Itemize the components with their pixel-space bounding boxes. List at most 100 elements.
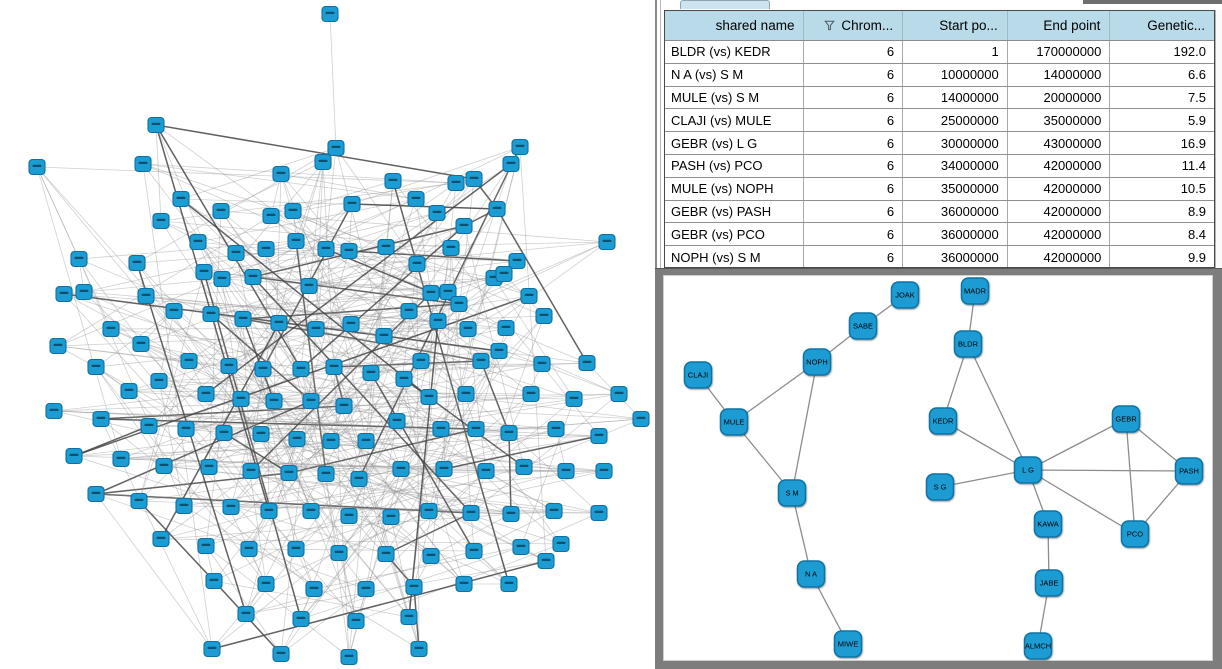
network-node[interactable] bbox=[234, 310, 252, 328]
network-node[interactable] bbox=[435, 460, 453, 478]
node-JOAK[interactable]: JOAK bbox=[890, 281, 920, 309]
node-NOPH[interactable]: NOPH bbox=[802, 348, 832, 376]
network-node[interactable] bbox=[147, 116, 165, 134]
network-node[interactable] bbox=[488, 200, 506, 218]
network-node[interactable] bbox=[215, 424, 233, 442]
network-node[interactable] bbox=[272, 645, 290, 663]
network-node[interactable] bbox=[284, 202, 302, 220]
network-node[interactable] bbox=[432, 420, 450, 438]
network-node[interactable] bbox=[537, 552, 555, 570]
network-node[interactable] bbox=[497, 319, 515, 337]
network-node[interactable] bbox=[65, 447, 83, 465]
network-node[interactable] bbox=[222, 498, 240, 516]
network-node[interactable] bbox=[420, 502, 438, 520]
node-JABE[interactable]: JABE bbox=[1034, 569, 1064, 597]
node-L-G[interactable]: L G bbox=[1013, 456, 1043, 484]
node-KAWA[interactable]: KAWA bbox=[1033, 510, 1063, 538]
network-node[interactable] bbox=[102, 320, 120, 338]
network-node[interactable] bbox=[342, 315, 360, 333]
network-node[interactable] bbox=[134, 155, 152, 173]
table-row[interactable]: BLDR (vs) KEDR 6 1 170000000 192.0 bbox=[665, 41, 1214, 64]
network-node[interactable] bbox=[112, 450, 130, 468]
network-node[interactable] bbox=[565, 390, 583, 408]
network-node[interactable] bbox=[120, 382, 138, 400]
network-node[interactable] bbox=[240, 540, 258, 558]
network-node[interactable] bbox=[578, 354, 596, 372]
network-node[interactable] bbox=[533, 355, 551, 373]
network-node[interactable] bbox=[317, 240, 335, 258]
network-node[interactable] bbox=[132, 335, 150, 353]
network-node[interactable] bbox=[400, 608, 418, 626]
network-node[interactable] bbox=[197, 385, 215, 403]
network-node[interactable] bbox=[325, 358, 343, 376]
network-node[interactable] bbox=[422, 547, 440, 565]
network-node[interactable] bbox=[500, 575, 518, 593]
network-node[interactable] bbox=[203, 640, 221, 658]
network-node[interactable] bbox=[459, 320, 477, 338]
network-node[interactable] bbox=[330, 544, 348, 562]
network-node[interactable] bbox=[388, 412, 406, 430]
network-node[interactable] bbox=[150, 372, 168, 390]
network-node[interactable] bbox=[270, 314, 288, 332]
network-node[interactable] bbox=[455, 575, 473, 593]
column-header-start-point[interactable]: Start po... bbox=[902, 11, 1007, 40]
network-node[interactable] bbox=[252, 425, 270, 443]
table-row[interactable]: MULE (vs) NOPH 6 35000000 42000000 10.5 bbox=[665, 177, 1214, 201]
table-row[interactable]: MULE (vs) S M 6 14000000 20000000 7.5 bbox=[665, 86, 1214, 110]
network-node[interactable] bbox=[292, 610, 310, 628]
network-node[interactable] bbox=[377, 238, 395, 256]
network-node[interactable] bbox=[420, 388, 438, 406]
network-node[interactable] bbox=[392, 460, 410, 478]
network-node[interactable] bbox=[500, 424, 518, 442]
network-node[interactable] bbox=[260, 502, 278, 520]
network-node[interactable] bbox=[244, 268, 262, 286]
network-node[interactable] bbox=[412, 352, 430, 370]
network-node[interactable] bbox=[545, 502, 563, 520]
network-node[interactable] bbox=[347, 612, 365, 630]
network-node[interactable] bbox=[405, 578, 423, 596]
network-node[interactable] bbox=[155, 457, 173, 475]
table-row[interactable]: NOPH (vs) S M 6 36000000 42000000 9.9 bbox=[665, 246, 1214, 267]
network-node[interactable] bbox=[152, 530, 170, 548]
network-node[interactable] bbox=[384, 172, 402, 190]
network-node[interactable] bbox=[395, 370, 413, 388]
network-node[interactable] bbox=[302, 502, 320, 520]
network-node[interactable] bbox=[343, 195, 361, 213]
network-node[interactable] bbox=[462, 504, 480, 522]
network-node[interactable] bbox=[140, 417, 158, 435]
network-node[interactable] bbox=[547, 420, 565, 438]
table-row[interactable]: N A (vs) S M 6 10000000 14000000 6.6 bbox=[665, 63, 1214, 87]
table-row[interactable]: PASH (vs) PCO 6 34000000 42000000 11.4 bbox=[665, 154, 1214, 178]
column-header-genetic[interactable]: Genetic... bbox=[1109, 11, 1214, 40]
network-node[interactable] bbox=[49, 337, 67, 355]
network-node[interactable] bbox=[400, 302, 418, 320]
network-node[interactable] bbox=[335, 397, 353, 415]
network-node[interactable] bbox=[522, 385, 540, 403]
node-PCO[interactable]: PCO bbox=[1120, 520, 1150, 548]
network-node[interactable] bbox=[189, 233, 207, 251]
network-node[interactable] bbox=[257, 240, 275, 258]
node-CLAJI[interactable]: CLAJI bbox=[683, 361, 713, 389]
network-node[interactable] bbox=[195, 263, 213, 281]
network-node[interactable] bbox=[520, 287, 538, 305]
table-row[interactable]: CLAJI (vs) MULE 6 25000000 35000000 5.9 bbox=[665, 109, 1214, 133]
network-node[interactable] bbox=[590, 427, 608, 445]
node-GEBR[interactable]: GEBR bbox=[1111, 405, 1141, 433]
table-row[interactable]: GEBR (vs) PCO 6 36000000 42000000 8.4 bbox=[665, 223, 1214, 247]
network-node[interactable] bbox=[508, 252, 526, 270]
network-node[interactable] bbox=[227, 244, 245, 262]
network-node[interactable] bbox=[305, 580, 323, 598]
network-node[interactable] bbox=[200, 458, 218, 476]
network-node[interactable] bbox=[512, 538, 530, 556]
network-node[interactable] bbox=[428, 204, 446, 222]
network-node[interactable] bbox=[128, 254, 146, 272]
network-node[interactable] bbox=[300, 277, 318, 295]
network-node[interactable] bbox=[465, 542, 483, 560]
node-BLDR[interactable]: BLDR bbox=[953, 330, 983, 358]
network-node[interactable] bbox=[280, 464, 298, 482]
network-node[interactable] bbox=[288, 430, 306, 448]
network-node[interactable] bbox=[205, 572, 223, 590]
network-node[interactable] bbox=[265, 392, 283, 410]
network-node[interactable] bbox=[457, 385, 475, 403]
network-node[interactable] bbox=[442, 239, 460, 257]
